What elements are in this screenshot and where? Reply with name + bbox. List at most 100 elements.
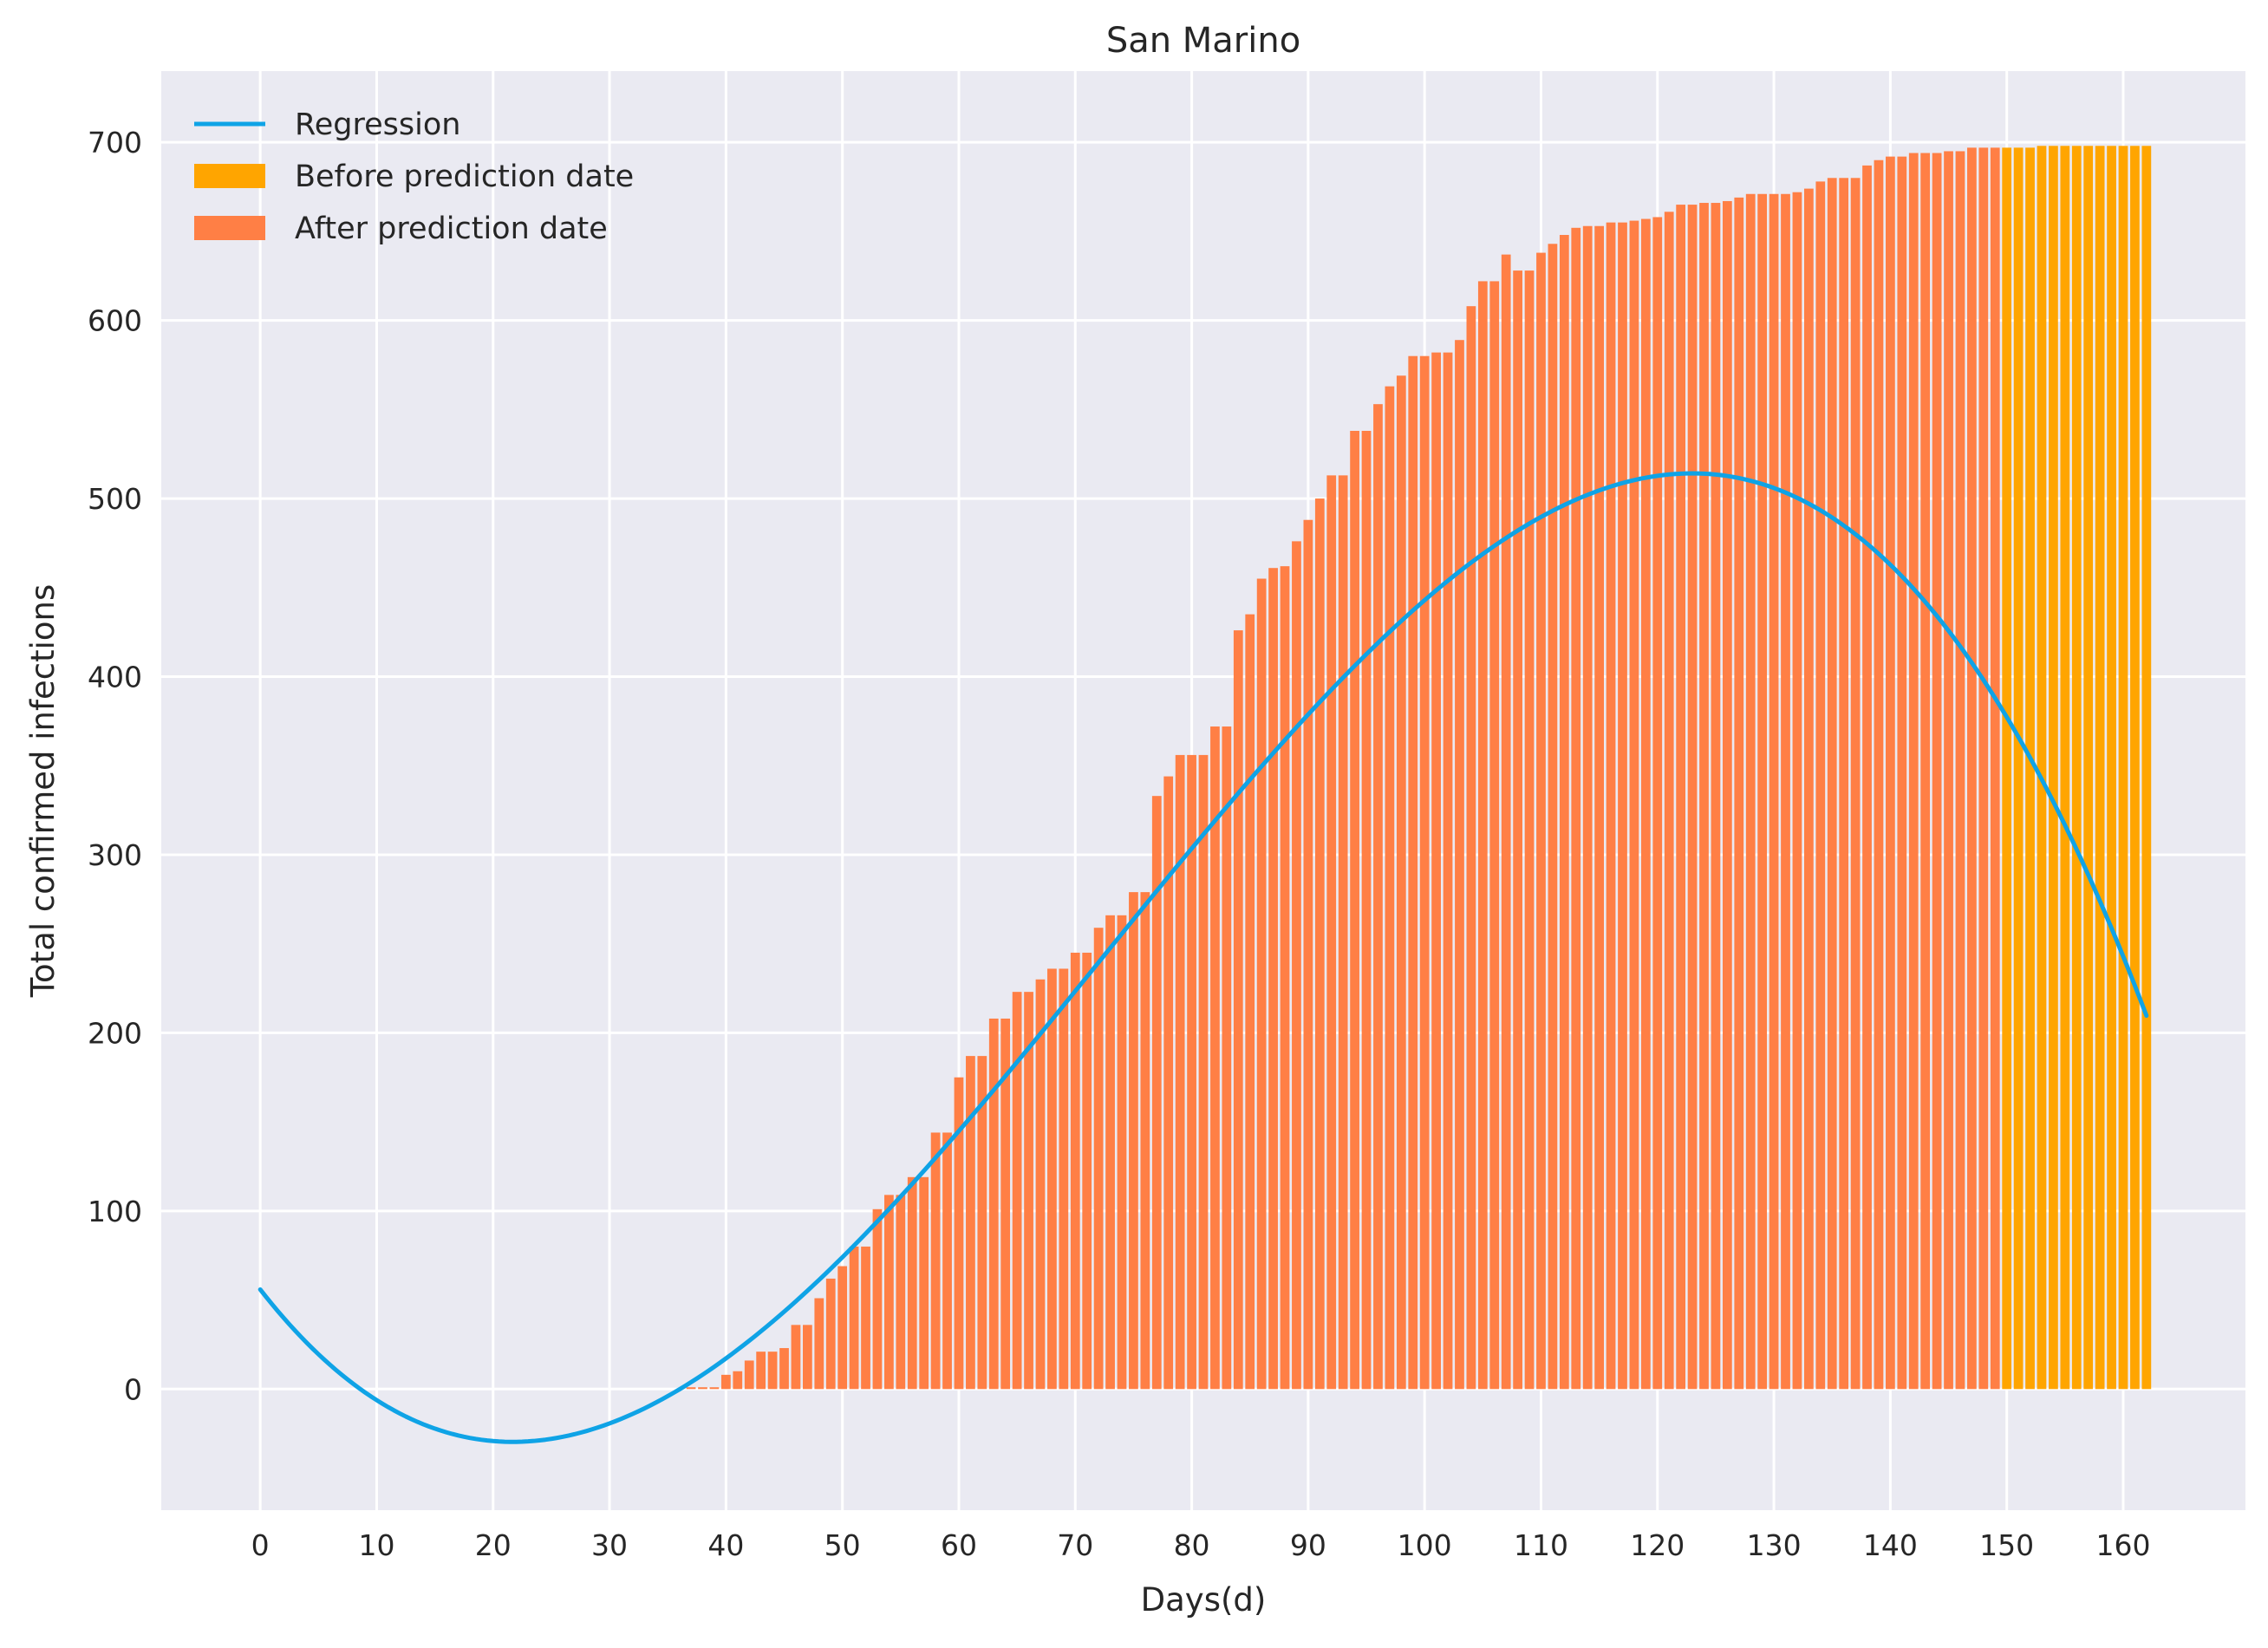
bar-before-prediction <box>2118 146 2128 1390</box>
bar-after-prediction <box>767 1352 778 1390</box>
legend: Regression Before prediction date After … <box>194 107 634 246</box>
bar-after-prediction <box>1070 952 1080 1390</box>
x-tick-label: 30 <box>591 1528 628 1562</box>
bar-after-prediction <box>1908 153 1919 1390</box>
bar-after-prediction <box>1699 203 1709 1390</box>
bar-after-prediction <box>1024 992 1033 1390</box>
bar-after-prediction <box>919 1176 929 1390</box>
bar-after-prediction <box>803 1325 812 1390</box>
bar-after-prediction <box>1129 892 1138 1390</box>
bar-after-prediction <box>1280 566 1290 1390</box>
x-tick-label: 90 <box>1290 1528 1326 1562</box>
y-tick-label: 600 <box>88 304 142 338</box>
bar-after-prediction <box>1431 352 1441 1390</box>
bar-after-prediction <box>966 1056 975 1390</box>
bar-after-prediction <box>1513 270 1522 1390</box>
bar-after-prediction <box>1734 197 1744 1390</box>
bar-before-prediction <box>2083 146 2094 1390</box>
x-tick-label: 140 <box>1863 1528 1918 1562</box>
bar-after-prediction <box>1210 726 1220 1390</box>
bar-after-prediction <box>1198 754 1209 1390</box>
bar-after-prediction <box>1477 281 1488 1390</box>
bar-after-prediction <box>733 1371 743 1390</box>
bar-after-prediction <box>779 1348 789 1390</box>
x-tick-label: 150 <box>1979 1528 2034 1562</box>
bar-after-prediction <box>942 1132 952 1390</box>
bar-after-prediction <box>977 1056 987 1390</box>
bar-after-prediction <box>896 1195 906 1390</box>
bar-after-prediction <box>1676 205 1686 1390</box>
legend-after-swatch <box>194 216 265 240</box>
bar-after-prediction <box>988 1018 999 1390</box>
y-tick-label: 300 <box>88 838 142 872</box>
bar-after-prediction <box>1652 217 1663 1390</box>
y-axis-label: Total confirmed infections <box>24 584 62 999</box>
bar-before-prediction <box>2071 146 2082 1390</box>
bar-before-prediction <box>2037 146 2047 1390</box>
bar-after-prediction <box>1035 979 1046 1390</box>
bar-after-prediction <box>756 1352 766 1390</box>
bar-after-prediction <box>1408 355 1418 1390</box>
bar-after-prediction <box>1222 726 1232 1390</box>
bar-after-prediction <box>1781 193 1790 1390</box>
bar-after-prediction <box>1897 156 1907 1390</box>
bar-after-prediction <box>1268 568 1278 1390</box>
legend-regression-label: Regression <box>295 107 460 142</box>
x-axis-label: Days(d) <box>1141 1581 1267 1619</box>
x-tick-label: 40 <box>707 1528 744 1562</box>
y-tick-label: 100 <box>88 1195 142 1228</box>
bar-after-prediction <box>1187 754 1196 1390</box>
bar-after-prediction <box>1862 165 1872 1390</box>
bar-after-prediction <box>1792 192 1802 1390</box>
x-tick-label: 20 <box>475 1528 512 1562</box>
bar-before-prediction <box>2049 146 2058 1390</box>
bar-after-prediction <box>1396 375 1406 1390</box>
bar-after-prediction <box>1314 498 1325 1390</box>
x-tick-label: 60 <box>941 1528 977 1562</box>
bar-after-prediction <box>1059 968 1069 1390</box>
bar-after-prediction <box>1664 212 1674 1390</box>
bar-after-prediction <box>1303 519 1313 1390</box>
bar-after-prediction <box>884 1195 894 1390</box>
bar-after-prediction <box>825 1278 836 1390</box>
bar-after-prediction <box>1373 404 1383 1390</box>
bar-after-prediction <box>1745 193 1756 1390</box>
bar-after-prediction <box>1559 235 1569 1390</box>
bar-after-prediction <box>861 1246 870 1390</box>
bar-before-prediction <box>2013 147 2024 1390</box>
bar-after-prediction <box>1536 252 1546 1390</box>
legend-before-swatch <box>194 164 265 188</box>
bar-before-prediction <box>2107 146 2116 1390</box>
bar-after-prediction <box>1117 915 1127 1390</box>
bar-after-prediction <box>686 1387 696 1390</box>
bar-after-prediction <box>1850 178 1861 1390</box>
bar-after-prediction <box>1955 151 1965 1390</box>
bar-after-prediction <box>1967 147 1977 1390</box>
y-tick-label: 200 <box>88 1016 142 1050</box>
bar-after-prediction <box>1093 928 1104 1390</box>
regression-line <box>257 471 2149 1444</box>
bar-after-prediction <box>1455 340 1464 1390</box>
bar-after-prediction <box>1757 193 1768 1390</box>
y-tick-labels: 0 100 200 300 400 500 600 700 <box>88 126 142 1406</box>
y-tick-label: 700 <box>88 126 142 160</box>
x-tick-label: 70 <box>1057 1528 1093 1562</box>
bar-after-prediction <box>1769 193 1779 1390</box>
bar-after-prediction <box>814 1298 824 1390</box>
x-tick-label: 130 <box>1747 1528 1802 1562</box>
bar-after-prediction <box>1338 475 1348 1390</box>
bar-after-prediction <box>837 1266 848 1390</box>
bar-after-prediction <box>954 1077 964 1390</box>
bar-after-prediction <box>791 1325 801 1390</box>
bar-after-prediction <box>1827 178 1837 1390</box>
bar-before-prediction <box>2141 146 2152 1390</box>
x-tick-label: 100 <box>1398 1528 1452 1562</box>
bar-after-prediction <box>1047 968 1057 1390</box>
bar-after-prediction <box>1978 147 1989 1390</box>
bar-after-prediction <box>1163 776 1174 1390</box>
bar-after-prediction <box>1839 178 1849 1390</box>
bar-after-prediction <box>1000 1018 1011 1390</box>
chart-title: San Marino <box>1106 21 1300 61</box>
y-tick-label: 400 <box>88 661 142 694</box>
